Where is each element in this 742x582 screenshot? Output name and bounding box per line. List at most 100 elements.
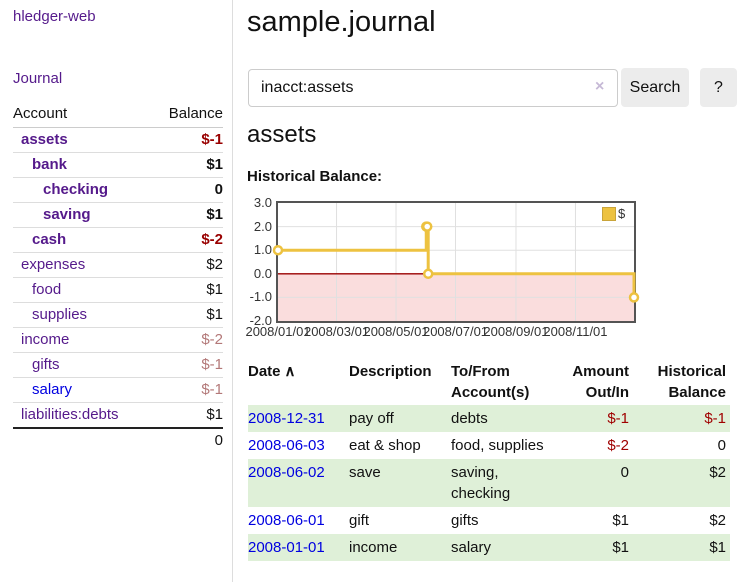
register-header-balance: Historical Balance (633, 359, 730, 405)
account-link-food[interactable]: food (32, 281, 62, 298)
accounts-table-body: assets $-1 bank $1 checking 0 saving $1 cash $-2 e… (13, 127, 223, 429)
help-button[interactable]: ? (700, 68, 737, 107)
txn-date-link[interactable]: 2008-12-31 (248, 410, 325, 427)
date-header-label: Date (248, 363, 281, 380)
account-cell: income (13, 327, 152, 353)
txn-accounts-cell: debts (451, 410, 488, 427)
txn-amount-cell: $1 (612, 512, 629, 529)
account-link-cash[interactable]: cash (32, 231, 67, 248)
account-heading: assets (247, 121, 317, 148)
table-row: 2008-06-02 save saving, checking 0 $2 (248, 459, 730, 507)
txn-balance-cell: 0 (717, 437, 726, 454)
account-row: food $1 (13, 277, 223, 303)
legend-label: $ (618, 206, 626, 221)
txn-date-link[interactable]: 2008-06-02 (248, 464, 325, 481)
x-axis-tick-label: 2008/01/01 (245, 324, 311, 339)
account-link-saving[interactable]: saving (43, 206, 91, 223)
account-row: liabilities:debts $1 (13, 402, 223, 429)
account-cell: saving (13, 202, 152, 228)
search-input[interactable] (248, 69, 618, 107)
register-table-body: 2008-12-31 pay off debts $-1 $-1 2008-06-03 ea… (248, 405, 730, 561)
txn-description-cell: income (349, 539, 398, 556)
account-row: checking 0 (13, 177, 223, 203)
txn-balance-cell: $1 (709, 539, 726, 556)
account-row: saving $1 (13, 202, 223, 228)
txn-accounts-cell: saving, checking (451, 464, 511, 502)
txn-balance-cell: $2 (709, 464, 726, 481)
account-cell: expenses (13, 252, 152, 278)
search-button[interactable]: Search (621, 68, 689, 107)
account-cell: assets (13, 127, 152, 153)
app-title-link[interactable]: hledger-web (13, 8, 96, 25)
account-link-income[interactable]: income (21, 331, 70, 348)
account-cell: bank (13, 152, 152, 178)
account-link-assets[interactable]: assets (21, 131, 68, 148)
account-row: gifts $-1 (13, 352, 223, 378)
x-axis-tick-label: 2008/07/01 (422, 324, 489, 339)
txn-accounts-cell: salary (451, 539, 492, 556)
sort-ascending-icon: ∧ (284, 363, 296, 380)
account-balance: $-1 (151, 377, 223, 403)
amount-header-line2: Out/In (585, 384, 629, 401)
accounts-total-spacer (13, 427, 152, 453)
y-axis-tick-label: 1.0 (253, 242, 272, 258)
chart-title: Historical Balance: (247, 168, 383, 185)
account-balance: $1 (151, 202, 223, 228)
y-axis-tick-label: -1.0 (249, 289, 272, 305)
clear-search-icon[interactable]: × (595, 78, 605, 95)
sidebar-item-journal[interactable]: Journal (13, 70, 63, 87)
txn-date-link[interactable]: 2008-06-01 (248, 512, 325, 529)
balance-header-line1: Historical (657, 363, 726, 380)
account-link-gifts[interactable]: gifts (32, 356, 60, 373)
account-row: income $-2 (13, 327, 223, 353)
account-balance: $1 (151, 302, 223, 328)
account-link-supplies[interactable]: supplies (32, 306, 88, 323)
register-table: Date ∧ Description To/From Account(s) Amo… (248, 359, 730, 561)
legend-swatch (602, 206, 616, 221)
account-row: supplies $1 (13, 302, 223, 328)
account-link-liabilities-debts[interactable]: liabilities:debts (21, 406, 119, 423)
account-row: cash $-2 (13, 227, 223, 253)
data-point-marker (421, 221, 433, 232)
account-balance: $-1 (151, 127, 223, 153)
table-row: 2008-06-01 gift gifts $1 $2 (248, 507, 730, 534)
account-balance: $-2 (151, 327, 223, 353)
amount-header-line1: Amount (572, 363, 629, 380)
accounts-header-balance: Balance (151, 103, 223, 128)
account-link-checking[interactable]: checking (43, 181, 109, 198)
accounts-table: Account Balance assets $-1 bank $1 checking 0… (13, 103, 223, 453)
txn-amount-cell: 0 (620, 464, 629, 481)
register-header-amount: Amount Out/In (559, 359, 633, 405)
txn-date-cell: 2008-01-01 (248, 534, 345, 561)
y-axis-tick-label: 3.0 (253, 195, 272, 210)
balance-header-line2: Balance (668, 384, 726, 401)
table-row: 2008-01-01 income salary $1 $1 (248, 534, 730, 561)
account-balance: $1 (151, 402, 223, 429)
data-point-marker (422, 268, 434, 280)
account-cell: salary (13, 377, 152, 403)
account-link-expenses[interactable]: expenses (21, 256, 86, 273)
txn-description-cell: eat & shop (349, 437, 421, 454)
balance-chart-svg (272, 201, 640, 323)
txn-date-link[interactable]: 2008-06-03 (248, 437, 325, 454)
txn-accounts-cell: food, supplies (451, 437, 544, 454)
chart-legend: $ (602, 206, 625, 221)
y-axis-tick-label: -2.0 (249, 313, 272, 328)
txn-description-cell: save (349, 464, 381, 481)
txn-date-link[interactable]: 2008-01-01 (248, 539, 325, 556)
account-balance: $2 (151, 252, 223, 278)
register-header-date[interactable]: Date ∧ (248, 359, 345, 405)
txn-amount-cell: $1 (612, 539, 629, 556)
data-point-marker (272, 244, 284, 256)
txn-description-cell: gift (349, 512, 370, 529)
account-balance: $1 (151, 152, 223, 178)
account-link-bank[interactable]: bank (32, 156, 68, 173)
account-balance: $-1 (151, 352, 223, 378)
accounts-header-line2: Account(s) (451, 384, 530, 401)
accounts-table-header: Account Balance (13, 103, 223, 128)
account-link-salary[interactable]: salary (32, 381, 73, 398)
txn-amount-cell: $-1 (607, 410, 629, 427)
account-balance: 0 (151, 177, 223, 203)
txn-date-cell: 2008-12-31 (248, 405, 345, 432)
accounts-header-line1: To/From (451, 363, 510, 380)
